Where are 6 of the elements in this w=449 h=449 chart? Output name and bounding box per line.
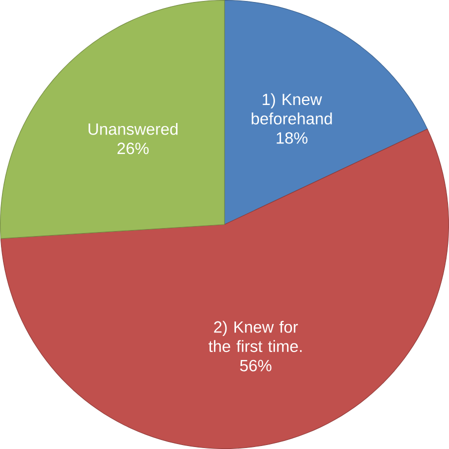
slice-label: 1) Knew beforehand bbox=[252, 93, 332, 124]
data-label: 18% bbox=[276, 132, 308, 144]
data-label: 26% bbox=[118, 142, 149, 154]
slice-label: Unanswered bbox=[88, 122, 178, 135]
data-label: 56% bbox=[240, 360, 272, 372]
slice-label: 2) Knew for the first time. bbox=[208, 320, 302, 352]
